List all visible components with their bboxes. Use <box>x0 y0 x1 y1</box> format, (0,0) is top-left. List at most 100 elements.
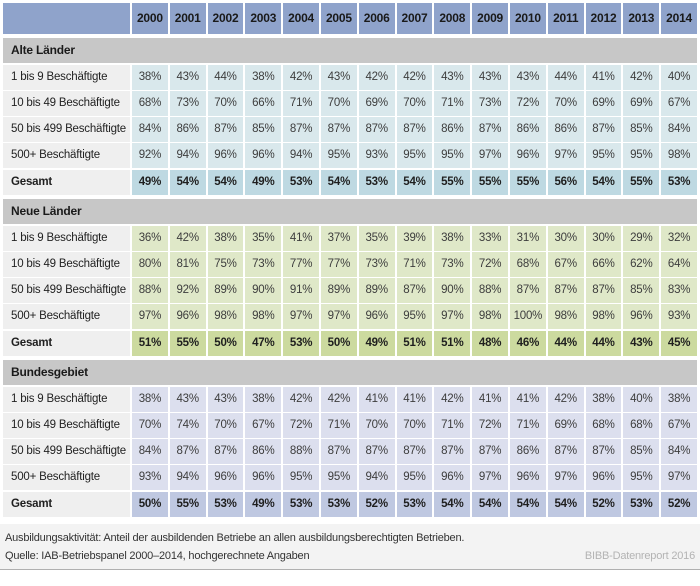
total-value-cell: 51% <box>132 331 168 356</box>
data-row: 1 bis 9 Beschäftigte 38% 43% 44% 38% 42% 43% 42… <box>3 65 697 90</box>
corner-cell <box>3 3 130 34</box>
value-cell: 35% <box>358 226 395 251</box>
value-cell: 40% <box>661 65 697 90</box>
value-cell: 96% <box>623 304 660 329</box>
value-cell: 70% <box>547 91 584 116</box>
total-value-cell: 49% <box>245 170 282 195</box>
total-value-cell: 55% <box>169 331 206 356</box>
value-cell: 97% <box>472 465 508 490</box>
data-row: 50 bis 499 Beschäftigte 84% 86% 87% 85% 87% 87… <box>3 117 697 142</box>
total-value-cell: 53% <box>283 492 319 517</box>
value-cell: 67% <box>245 413 282 438</box>
value-cell: 69% <box>358 91 395 116</box>
value-cell: 30% <box>547 226 584 251</box>
value-cell: 87% <box>585 117 622 142</box>
value-cell: 87% <box>434 439 471 464</box>
value-cell: 88% <box>283 439 319 464</box>
value-cell: 96% <box>509 465 546 490</box>
year-header-cell: 2005 <box>320 3 357 34</box>
value-cell: 96% <box>207 465 244 490</box>
value-cell: 32% <box>661 226 697 251</box>
total-value-cell: 54% <box>472 492 508 517</box>
value-cell: 87% <box>207 117 244 142</box>
value-cell: 66% <box>585 252 622 277</box>
value-cell: 96% <box>245 143 282 168</box>
value-cell: 43% <box>169 65 206 90</box>
value-cell: 86% <box>509 117 546 142</box>
value-cell: 62% <box>623 252 660 277</box>
value-cell: 43% <box>434 65 471 90</box>
value-cell: 42% <box>434 387 471 412</box>
value-cell: 68% <box>132 91 168 116</box>
value-cell: 87% <box>207 439 244 464</box>
value-cell: 87% <box>396 117 433 142</box>
value-cell: 35% <box>245 226 282 251</box>
value-cell: 83% <box>661 278 697 303</box>
value-cell: 67% <box>661 91 697 116</box>
value-cell: 80% <box>132 252 168 277</box>
value-cell: 71% <box>396 252 433 277</box>
value-cell: 33% <box>472 226 508 251</box>
value-cell: 42% <box>320 387 357 412</box>
value-cell: 77% <box>283 252 319 277</box>
value-cell: 87% <box>547 278 584 303</box>
value-cell: 68% <box>509 252 546 277</box>
value-cell: 94% <box>169 465 206 490</box>
value-cell: 85% <box>245 117 282 142</box>
total-value-cell: 53% <box>623 492 660 517</box>
total-value-cell: 50% <box>207 331 244 356</box>
total-row-label: Gesamt <box>3 492 130 517</box>
value-cell: 72% <box>472 252 508 277</box>
value-cell: 66% <box>245 91 282 116</box>
row-label: 50 bis 499 Beschäftigte <box>3 439 130 464</box>
value-cell: 90% <box>434 278 471 303</box>
total-value-cell: 55% <box>623 170 660 195</box>
year-header-cell: 2006 <box>358 3 395 34</box>
value-cell: 74% <box>169 413 206 438</box>
total-value-cell: 52% <box>358 492 395 517</box>
value-cell: 95% <box>396 304 433 329</box>
value-cell: 42% <box>623 65 660 90</box>
total-value-cell: 44% <box>547 331 584 356</box>
value-cell: 70% <box>207 413 244 438</box>
year-header-cell: 2012 <box>585 3 622 34</box>
data-row: 10 bis 49 Beschäftigte 80% 81% 75% 73% 77% 77%… <box>3 252 697 277</box>
value-cell: 41% <box>472 387 508 412</box>
value-cell: 98% <box>245 304 282 329</box>
value-cell: 93% <box>358 143 395 168</box>
row-label: 500+ Beschäftigte <box>3 304 130 329</box>
value-cell: 41% <box>396 387 433 412</box>
value-cell: 96% <box>434 465 471 490</box>
value-cell: 38% <box>661 387 697 412</box>
total-value-cell: 53% <box>358 170 395 195</box>
value-cell: 97% <box>547 465 584 490</box>
value-cell: 88% <box>472 278 508 303</box>
header-row: 2000 2001 2002 2003 2004 2005 2006 2007 2008 2009… <box>3 3 697 34</box>
value-cell: 70% <box>396 413 433 438</box>
data-row: 10 bis 49 Beschäftigte 70% 74% 70% 67% 72% 71%… <box>3 413 697 438</box>
row-label: 1 bis 9 Beschäftigte <box>3 387 130 412</box>
total-value-cell: 54% <box>396 170 433 195</box>
value-cell: 87% <box>320 439 357 464</box>
total-value-cell: 46% <box>509 331 546 356</box>
value-cell: 87% <box>585 439 622 464</box>
total-value-cell: 49% <box>358 331 395 356</box>
value-cell: 87% <box>509 278 546 303</box>
row-label: 500+ Beschäftigte <box>3 465 130 490</box>
value-cell: 38% <box>132 387 168 412</box>
value-cell: 96% <box>585 465 622 490</box>
activity-table: 2000 2001 2002 2003 2004 2005 2006 2007 2008 2009… <box>3 3 697 517</box>
value-cell: 97% <box>320 304 357 329</box>
value-cell: 98% <box>472 304 508 329</box>
value-cell: 70% <box>358 413 395 438</box>
value-cell: 95% <box>396 143 433 168</box>
value-cell: 95% <box>623 465 660 490</box>
row-label: 1 bis 9 Beschäftigte <box>3 226 130 251</box>
credit-text: BIBB-Datenreport 2016 <box>584 550 695 562</box>
value-cell: 93% <box>132 465 168 490</box>
footnote-text: Ausbildungsaktivität: Anteil der ausbild… <box>5 532 465 544</box>
value-cell: 87% <box>358 117 395 142</box>
total-row-label: Gesamt <box>3 170 130 195</box>
value-cell: 91% <box>283 278 319 303</box>
value-cell: 73% <box>434 252 471 277</box>
